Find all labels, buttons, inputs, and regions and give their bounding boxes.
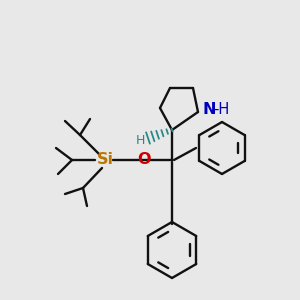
Text: -H: -H xyxy=(213,103,229,118)
Text: H: H xyxy=(135,134,145,146)
Text: O: O xyxy=(137,152,151,167)
Text: N: N xyxy=(202,103,215,118)
Text: Si: Si xyxy=(97,152,113,167)
